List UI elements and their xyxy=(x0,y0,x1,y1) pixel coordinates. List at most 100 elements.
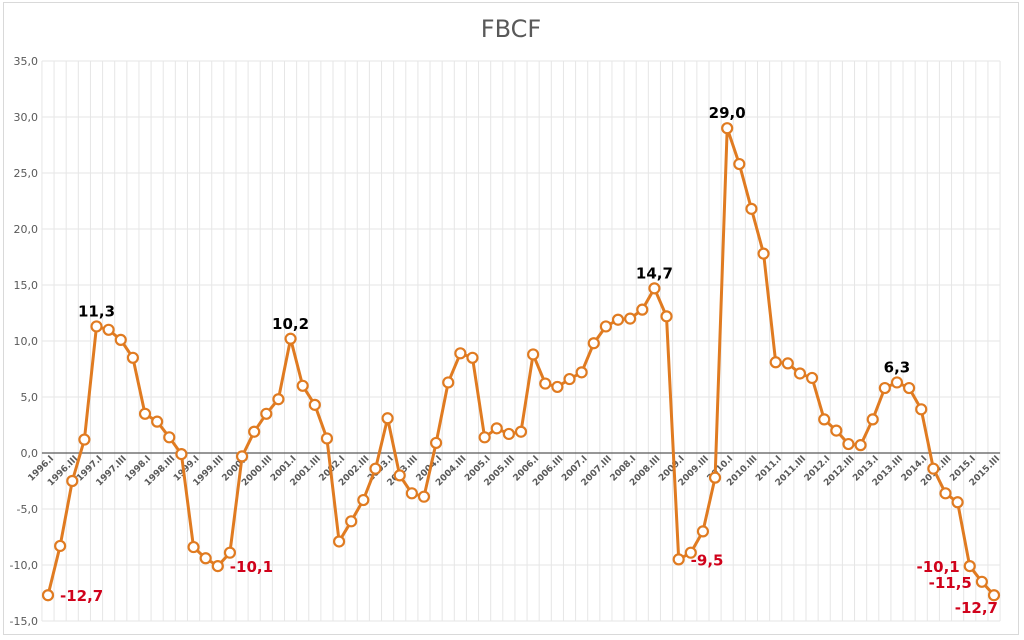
data-point-marker xyxy=(211,560,224,573)
data-point-marker xyxy=(575,366,588,379)
data-point-marker xyxy=(539,377,552,390)
data-point-marker xyxy=(939,487,952,500)
data-point-marker xyxy=(41,589,55,602)
data-point-marker xyxy=(163,431,176,444)
chart-frame: FBCF xyxy=(3,2,1019,635)
data-point-marker xyxy=(878,381,891,395)
data-point-marker xyxy=(223,546,237,559)
data-point-marker xyxy=(866,413,879,426)
data-label: 14,7 xyxy=(636,264,673,282)
data-point-marker xyxy=(672,553,685,566)
data-point-marker xyxy=(721,122,734,135)
data-point-marker xyxy=(927,462,940,475)
data-point-marker xyxy=(684,546,697,559)
data-label: 11,3 xyxy=(78,302,115,320)
data-point-marker xyxy=(393,469,406,482)
data-point-marker xyxy=(102,323,115,336)
data-point-marker xyxy=(624,312,637,325)
data-label: -12,7 xyxy=(955,599,998,617)
data-point-marker xyxy=(660,310,673,323)
data-point-marker xyxy=(308,398,321,411)
data-point-marker xyxy=(502,427,515,441)
data-point-marker xyxy=(696,525,710,538)
data-point-marker xyxy=(963,560,976,573)
data-point-marker xyxy=(235,450,249,463)
data-point-marker xyxy=(890,376,904,389)
y-axis-ticks: 35,0 30,0 25,0 20,0 15,0 10,0 5,0 0,0 -5,0 -10,0 -… xyxy=(10,55,38,628)
data-point-marker xyxy=(151,415,164,428)
data-point-marker xyxy=(915,403,928,416)
data-point-marker xyxy=(757,247,770,260)
data-point-marker xyxy=(551,380,564,394)
data-label: 29,0 xyxy=(709,104,746,122)
data-label: 10,2 xyxy=(272,315,309,333)
data-point-marker xyxy=(90,320,103,333)
series-line xyxy=(46,126,996,597)
data-point-marker xyxy=(54,539,67,553)
data-point-marker xyxy=(854,439,867,452)
data-label: -10,1 xyxy=(230,558,273,576)
data-point-marker xyxy=(745,202,758,215)
data-labels: -12,711,3-10,110,214,7-9,529,06,3-10,1-1… xyxy=(60,104,998,617)
y-tick-label: -5,0 xyxy=(17,503,38,516)
data-point-marker xyxy=(381,412,394,425)
data-point-marker xyxy=(648,282,661,295)
data-point-marker xyxy=(320,432,334,445)
data-point-marker xyxy=(442,376,455,389)
data-point-marker xyxy=(332,535,346,548)
data-point-marker xyxy=(369,462,382,475)
data-label: 6,3 xyxy=(884,358,911,376)
data-point-marker xyxy=(842,437,855,451)
data-point-marker xyxy=(830,424,843,437)
data-point-marker xyxy=(66,474,79,488)
y-tick-label: 15,0 xyxy=(14,279,39,292)
data-point-marker xyxy=(903,381,916,395)
data-point-marker xyxy=(405,487,418,500)
data-point-marker xyxy=(599,320,612,333)
data-point-marker xyxy=(345,515,358,528)
data-point-marker xyxy=(284,332,297,345)
data-point-marker xyxy=(78,433,91,446)
data-point-marker xyxy=(611,313,625,326)
y-tick-label: 20,0 xyxy=(14,223,39,236)
data-point-marker xyxy=(175,448,188,461)
data-point-marker xyxy=(199,552,212,565)
data-point-marker xyxy=(708,471,722,484)
data-point-marker xyxy=(987,589,1001,602)
data-point-marker xyxy=(430,436,443,450)
data-label: -10,1 xyxy=(916,558,959,576)
data-point-marker xyxy=(769,356,782,369)
y-tick-label: 10,0 xyxy=(14,335,39,348)
data-point-marker xyxy=(636,303,649,316)
data-point-marker xyxy=(248,425,261,438)
y-tick-label: 0,0 xyxy=(21,447,39,460)
data-point-marker xyxy=(733,157,746,171)
data-point-marker xyxy=(587,337,600,350)
data-point-marker xyxy=(490,422,503,435)
data-point-marker xyxy=(781,357,794,370)
gridlines xyxy=(41,60,1001,622)
data-point-marker xyxy=(417,490,431,503)
data-point-marker xyxy=(478,431,491,444)
data-label: -9,5 xyxy=(691,551,724,569)
y-tick-label: 30,0 xyxy=(14,111,39,124)
series-fbcf xyxy=(41,122,1001,602)
y-tick-label: 35,0 xyxy=(14,55,39,68)
data-point-marker xyxy=(114,333,127,346)
data-point-marker xyxy=(138,407,152,420)
data-point-marker xyxy=(514,425,528,438)
y-tick-label: 25,0 xyxy=(14,167,39,180)
data-point-marker xyxy=(260,407,273,420)
data-point-marker xyxy=(272,393,285,406)
y-tick-label: 5,0 xyxy=(21,391,39,404)
data-point-marker xyxy=(951,496,964,509)
data-label: -12,7 xyxy=(60,587,103,605)
data-point-marker xyxy=(975,575,988,588)
x-axis-ticks: 1996.I1996.III1997.I1997.III1998.I1998.I… xyxy=(27,454,1003,488)
data-point-marker xyxy=(357,493,370,507)
data-point-marker xyxy=(527,348,540,361)
data-point-marker xyxy=(296,379,309,392)
data-label: -11,5 xyxy=(929,574,972,592)
data-point-marker xyxy=(805,371,819,385)
